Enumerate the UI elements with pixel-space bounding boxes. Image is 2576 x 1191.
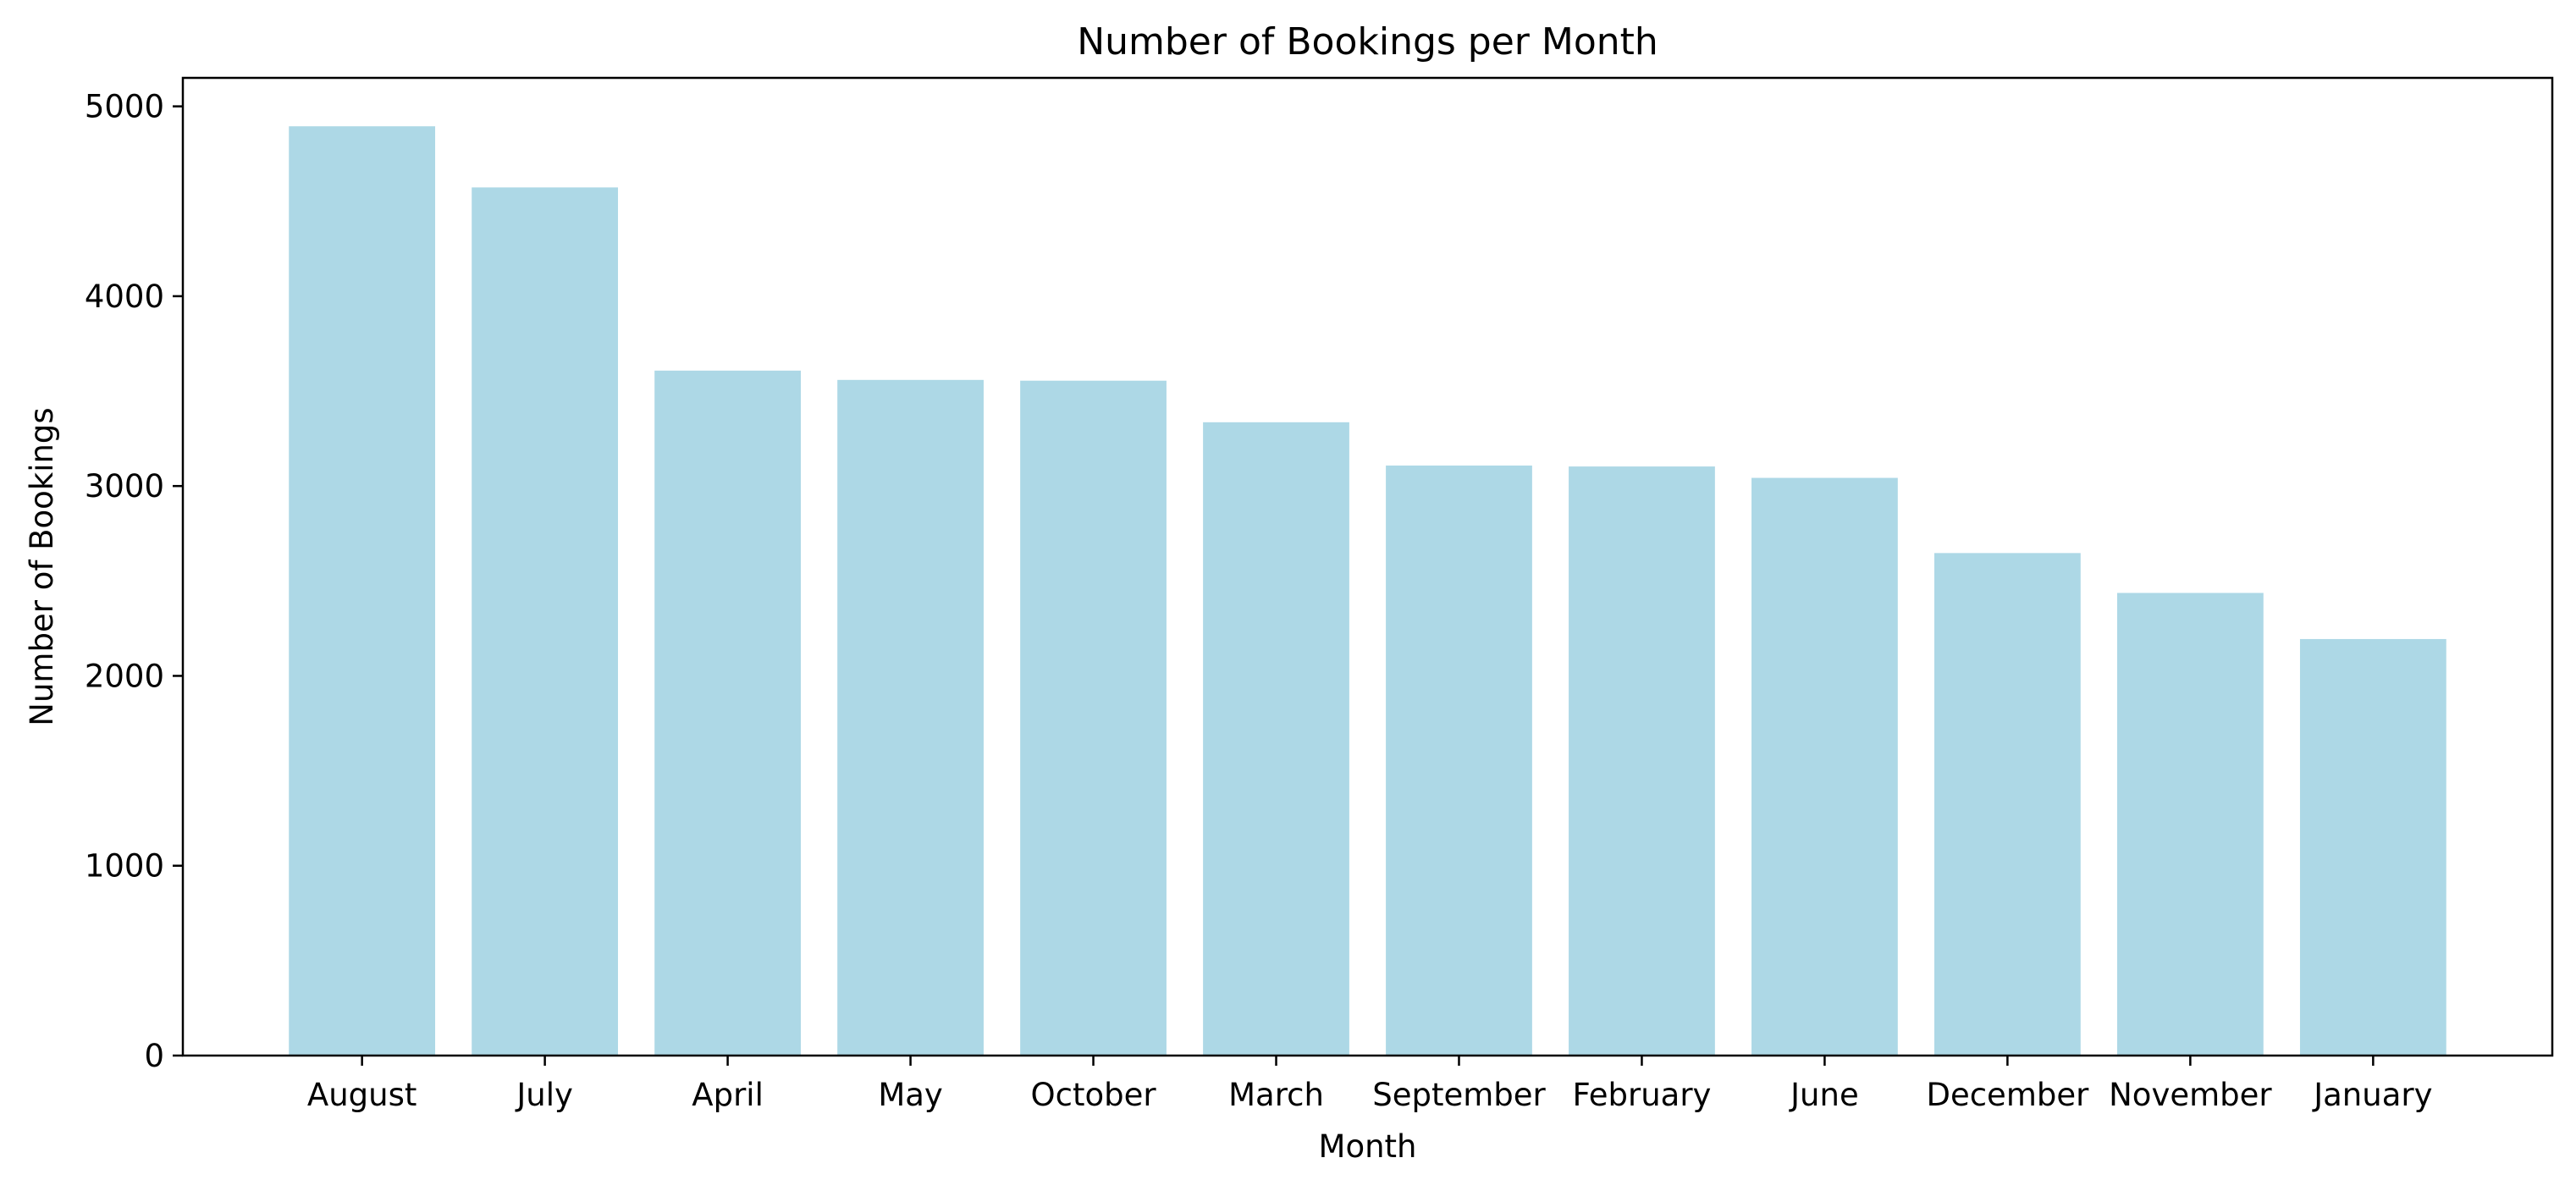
x-tick-label: June: [1789, 1077, 1859, 1113]
x-tick-label: May: [878, 1077, 943, 1113]
y-axis-ticks: 0 1000 2000 3000 4000 5000: [85, 89, 183, 1074]
chart-title: Number of Bookings per Month: [1077, 20, 1658, 63]
bar-july: [472, 187, 619, 1056]
bar-april: [654, 370, 801, 1056]
bar-october: [1020, 380, 1167, 1056]
x-tick-label: October: [1031, 1077, 1157, 1113]
x-tick-label: January: [2312, 1077, 2432, 1113]
bar-december: [1934, 553, 2081, 1056]
y-tick-label: 4000: [85, 278, 164, 315]
x-tick-label: August: [307, 1077, 416, 1113]
x-tick-label: September: [1372, 1077, 1546, 1113]
x-tick-label: April: [692, 1077, 764, 1113]
bar-march: [1203, 422, 1349, 1056]
y-axis-label: Number of Bookings: [24, 407, 60, 725]
bar-january: [2299, 638, 2446, 1056]
x-axis-label: Month: [1319, 1128, 1417, 1165]
bar-february: [1569, 466, 1715, 1056]
y-tick-label: 1000: [85, 848, 164, 885]
x-tick-label: February: [1572, 1077, 1711, 1113]
x-tick-label: July: [515, 1077, 573, 1113]
bar-may: [837, 379, 984, 1056]
bar-august: [289, 126, 436, 1056]
bar-june: [1751, 477, 1898, 1056]
y-tick-label: 2000: [85, 658, 164, 694]
y-tick-label: 0: [144, 1038, 164, 1074]
y-tick-label: 5000: [85, 89, 164, 125]
x-tick-label: November: [2109, 1077, 2272, 1113]
x-tick-label: December: [1926, 1077, 2089, 1113]
x-axis-ticks: August July April May October March September F…: [307, 1056, 2432, 1113]
x-tick-label: March: [1228, 1077, 1324, 1113]
bar-november: [2116, 593, 2264, 1056]
plot-frame: [181, 76, 2554, 1057]
bars-group: [289, 126, 2446, 1056]
y-tick-label: 3000: [85, 468, 164, 505]
bar-september: [1386, 465, 1532, 1056]
